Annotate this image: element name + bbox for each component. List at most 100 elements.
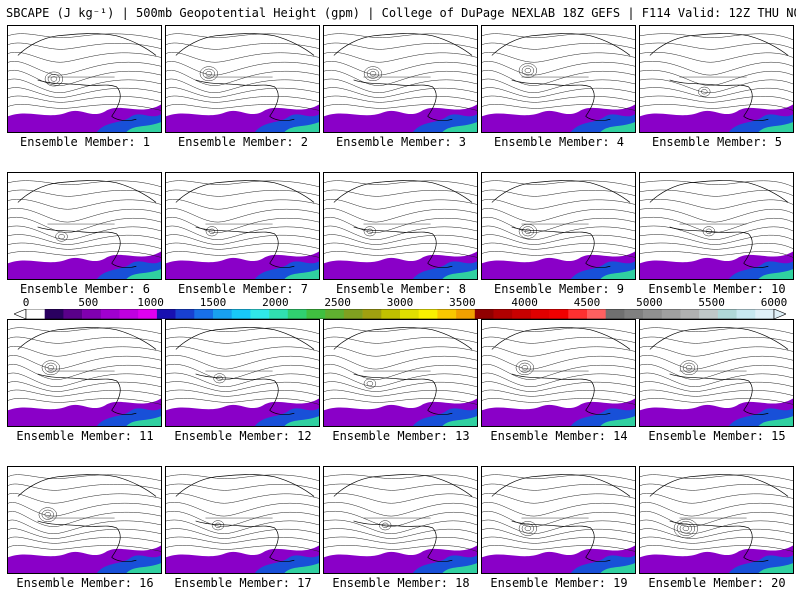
forecast-map: [324, 327, 477, 426]
coastline: [175, 327, 315, 415]
height-contour: [482, 327, 635, 334]
height-contour: [8, 346, 161, 357]
height-contour: [324, 225, 477, 240]
low-contour: [47, 74, 61, 84]
ensemble-panel: [323, 25, 478, 133]
height-contour: [166, 61, 319, 76]
colorbar-tick-label: 3000: [386, 296, 414, 309]
height-contour: [482, 199, 635, 210]
height-contour: [324, 398, 477, 405]
ensemble-panel: [7, 466, 162, 574]
ensemble-member-label: Ensemble Member: 5: [651, 135, 783, 149]
height-contour: [324, 95, 477, 103]
coastline: [649, 327, 789, 415]
low-contour: [369, 71, 377, 77]
height-contour: [166, 189, 319, 197]
low-contour: [199, 66, 218, 82]
low-contour: [515, 360, 534, 376]
height-contour: [324, 251, 477, 258]
colorbar-segment: [530, 309, 550, 319]
height-contour: [8, 528, 161, 539]
low-contour: [524, 525, 532, 532]
cape-shading: [758, 122, 793, 132]
height-contour: [482, 95, 635, 103]
height-contour: [640, 502, 793, 517]
height-contour: [482, 493, 635, 504]
height-contour: [166, 389, 319, 397]
colorbar-segment: [138, 309, 158, 319]
cape-shading: [600, 563, 635, 573]
height-contour: [166, 363, 319, 380]
height-contour: [324, 234, 477, 245]
ensemble-member-label: Ensemble Member: 4: [493, 135, 625, 149]
low-contour: [518, 362, 532, 373]
cape-shading: [442, 122, 477, 132]
forecast-map: [640, 33, 793, 132]
height-contour: [482, 216, 635, 233]
height-contour: [482, 104, 635, 111]
height-contour: [8, 52, 161, 63]
height-contour: [166, 355, 319, 370]
low-contour: [518, 521, 538, 536]
height-contour: [8, 545, 161, 552]
height-contour: [640, 216, 793, 233]
low-contour: [41, 509, 54, 520]
height-contour: [166, 104, 319, 111]
height-contour: [166, 234, 319, 245]
colorbar-segment: [44, 309, 64, 319]
ensemble-panel: [481, 25, 636, 133]
height-contour: [324, 199, 477, 210]
height-contour: [8, 95, 161, 103]
colorbar-segment: [755, 309, 775, 319]
height-contour: [640, 225, 793, 240]
forecast-map: [166, 33, 319, 132]
ensemble-panel: [165, 172, 320, 280]
colorbar-segment: [549, 309, 569, 319]
height-contour: [8, 381, 161, 392]
height-contour: [482, 225, 635, 240]
forecast-map: [640, 327, 793, 426]
height-contour: [482, 381, 635, 392]
height-contour: [8, 234, 161, 245]
height-contour: [166, 225, 319, 240]
low-contour: [213, 373, 226, 384]
height-contour: [324, 519, 477, 534]
cape-shading: [126, 563, 161, 573]
height-contour: [324, 363, 477, 380]
ensemble-panel: [165, 25, 320, 133]
height-contour: [482, 180, 635, 187]
cape-shading: [284, 416, 319, 426]
colorbar-tick-label: 5500: [698, 296, 725, 309]
colorbar-segment: [717, 309, 737, 319]
colorbar-segment: [437, 309, 457, 319]
height-contour: [8, 355, 161, 370]
ensemble-panel: [323, 466, 478, 574]
ensemble-member-label: Ensemble Member: 8: [335, 282, 467, 296]
forecast-map: [166, 327, 319, 426]
coastline: [17, 474, 157, 562]
cape-shading: [600, 416, 635, 426]
height-contour: [482, 398, 635, 405]
height-contour: [324, 52, 477, 63]
low-contour: [676, 521, 696, 536]
forecast-map: [640, 474, 793, 573]
colorbar-segment: [287, 309, 307, 319]
colorbar-segment: [325, 309, 345, 319]
low-contour: [685, 365, 693, 371]
height-contour: [324, 372, 477, 387]
height-contour: [640, 474, 793, 481]
height-contour: [482, 208, 635, 223]
height-contour: [166, 78, 319, 93]
height-contour: [640, 61, 793, 76]
height-contour: [640, 69, 793, 86]
height-contour: [482, 251, 635, 258]
colorbar-tick-label: 1500: [199, 296, 227, 309]
forecast-map: [166, 474, 319, 573]
height-contour: [166, 251, 319, 258]
low-contour: [682, 362, 696, 373]
forecast-map: [166, 180, 319, 279]
low-contour: [682, 525, 690, 532]
coastline: [175, 33, 315, 121]
height-contour: [640, 493, 793, 504]
height-contour: [8, 389, 161, 397]
